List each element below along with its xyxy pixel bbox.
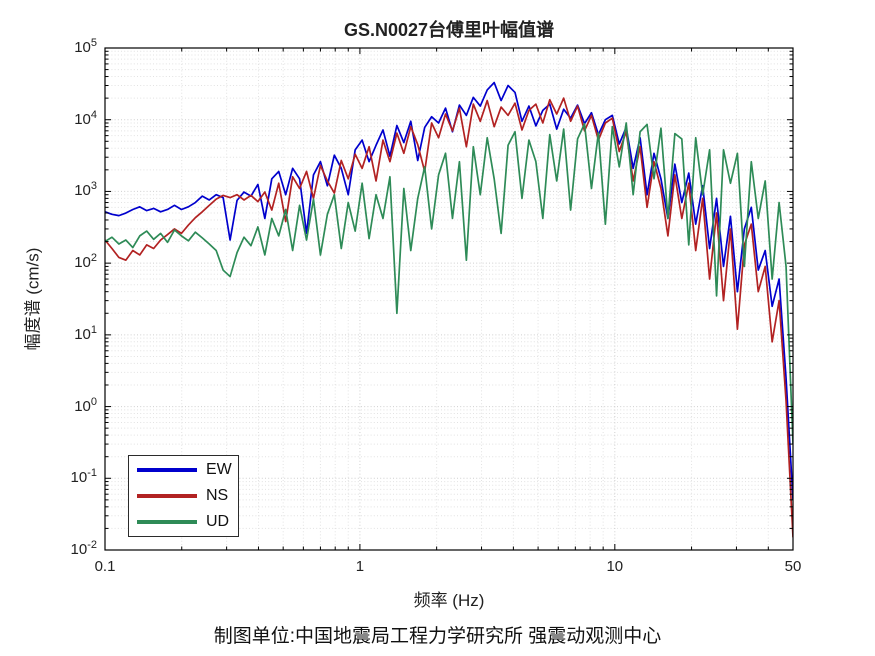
- y-tick-label: 105: [74, 37, 97, 56]
- chart-title: GS.N0027台傅里叶幅值谱: [343, 20, 555, 40]
- x-tick-label: 1: [355, 558, 365, 575]
- legend-item-ns: NS: [129, 483, 238, 509]
- x-tick-label: 0.1: [94, 558, 116, 575]
- y-tick-label: 102: [74, 252, 97, 272]
- legend-label-ns: NS: [206, 487, 229, 504]
- legend-line-ud: [137, 520, 197, 524]
- x-tick-label: 50: [784, 558, 802, 575]
- x-tick-label: 10: [606, 558, 624, 575]
- y-tick-label: 101: [74, 323, 97, 343]
- y-tick-label: 10-2: [70, 539, 97, 558]
- y-tick-label: 10-1: [70, 467, 97, 487]
- y-tick-label: 104: [74, 108, 97, 128]
- legend: EW NS UD: [128, 455, 239, 537]
- credit-line: 制图单位:中国地震局工程力学研究所 强震动观测中心: [213, 626, 662, 647]
- y-tick-label: 103: [74, 180, 97, 200]
- y-tick-label: 100: [74, 395, 97, 415]
- legend-item-ew: EW: [129, 457, 238, 483]
- legend-line-ew: [137, 468, 197, 472]
- legend-line-ns: [137, 494, 197, 498]
- legend-item-ud: UD: [129, 509, 238, 535]
- y-axis-label: 幅度谱 (cm/s): [23, 247, 43, 351]
- x-axis-label: 频率 (Hz): [413, 591, 485, 610]
- legend-label-ew: EW: [206, 461, 232, 478]
- legend-label-ud: UD: [206, 513, 230, 530]
